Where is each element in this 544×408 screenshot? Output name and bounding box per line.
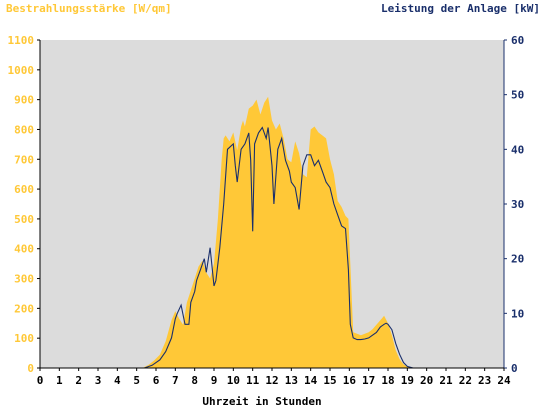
x-tick-label: 19 bbox=[401, 374, 414, 387]
left-tick-label: 800 bbox=[14, 123, 34, 136]
x-tick-label: 22 bbox=[459, 374, 472, 387]
x-tick-label: 8 bbox=[191, 374, 198, 387]
x-tick-label: 13 bbox=[285, 374, 298, 387]
x-tick-label: 9 bbox=[211, 374, 218, 387]
x-tick-label: 10 bbox=[227, 374, 240, 387]
left-tick-label: 600 bbox=[14, 183, 34, 196]
power-line bbox=[40, 126, 504, 369]
left-axis-ticks: 0 100 200 300 400 500 600 700 800 900 1000 1100 bbox=[8, 34, 40, 375]
left-tick-label: 1100 bbox=[8, 34, 35, 47]
left-tick-label: 300 bbox=[14, 273, 34, 286]
x-tick-label: 20 bbox=[420, 374, 433, 387]
x-tick-label: 12 bbox=[265, 374, 278, 387]
right-axis-title: Leistung der Anlage [kW] bbox=[381, 2, 540, 15]
x-tick-label: 11 bbox=[246, 374, 260, 387]
x-tick-label: 2 bbox=[75, 374, 82, 387]
x-tick-label: 18 bbox=[381, 374, 394, 387]
left-tick-label: 200 bbox=[14, 302, 34, 315]
left-tick-label: 900 bbox=[14, 94, 34, 107]
right-tick-label: 40 bbox=[511, 143, 524, 156]
left-tick-label: 0 bbox=[27, 362, 34, 375]
right-tick-label: 30 bbox=[511, 198, 524, 211]
x-tick-label: 21 bbox=[439, 374, 453, 387]
left-axis-title: Bestrahlungsstärke [W/qm] bbox=[6, 2, 172, 15]
x-tick-label: 1 bbox=[56, 374, 63, 387]
x-tick-label: 0 bbox=[37, 374, 44, 387]
x-tick-label: 23 bbox=[478, 374, 491, 387]
left-tick-label: 1000 bbox=[8, 64, 35, 77]
power-line-series bbox=[40, 126, 504, 369]
x-tick-label: 7 bbox=[172, 374, 179, 387]
left-tick-label: 400 bbox=[14, 243, 34, 256]
x-tick-label: 6 bbox=[153, 374, 160, 387]
x-tick-label: 14 bbox=[304, 374, 318, 387]
irradiance-area bbox=[40, 96, 504, 368]
x-tick-label: 5 bbox=[133, 374, 140, 387]
x-tick-label: 17 bbox=[362, 374, 375, 387]
left-tick-label: 700 bbox=[14, 153, 34, 166]
x-tick-label: 3 bbox=[95, 374, 102, 387]
right-tick-label: 50 bbox=[511, 89, 524, 102]
right-tick-label: 0 bbox=[511, 362, 518, 375]
right-tick-label: 60 bbox=[511, 34, 524, 47]
x-tick-label: 4 bbox=[114, 374, 121, 387]
x-axis-ticks: 0 1 2 3 4 5 6 7 8 9 10 11 12 13 14 15 16 17 18 19 20 21 22 23 24 bbox=[37, 368, 511, 387]
x-tick-label: 15 bbox=[323, 374, 336, 387]
irradiance-area-series bbox=[40, 96, 504, 368]
left-tick-label: 100 bbox=[14, 332, 34, 345]
right-tick-label: 20 bbox=[511, 253, 524, 266]
right-tick-label: 10 bbox=[511, 307, 524, 320]
right-axis-ticks: 0 10 20 30 40 50 60 bbox=[504, 34, 524, 375]
x-tick-label: 24 bbox=[497, 374, 511, 387]
x-tick-label: 16 bbox=[343, 374, 357, 387]
left-tick-label: 500 bbox=[14, 213, 34, 226]
x-axis-title: Uhrzeit in Stunden bbox=[202, 395, 321, 408]
